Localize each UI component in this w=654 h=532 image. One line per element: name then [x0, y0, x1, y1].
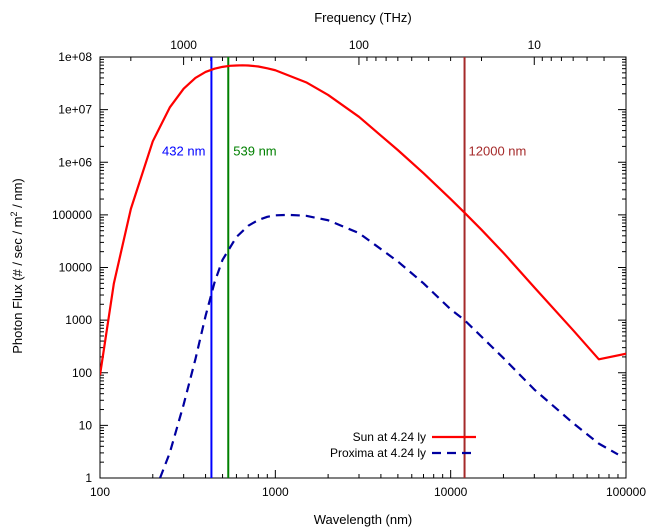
y-tick-label: 100 [72, 366, 92, 380]
vline-label-539: 539 nm [233, 144, 276, 159]
y-axis-title-sup: 2 [9, 211, 19, 216]
x-axis-title: Wavelength (nm) [314, 512, 413, 527]
x2-tick-label: 10 [528, 38, 542, 52]
y-axis-title-post: / nm) [10, 178, 25, 211]
vline-label-12000: 12000 nm [469, 144, 527, 159]
x-tick-label: 100 [90, 485, 110, 499]
y-tick-label: 10 [79, 418, 93, 432]
legend-label-1: Proxima at 4.24 ly [330, 446, 426, 460]
x2-tick-label: 1000 [170, 38, 197, 52]
series-line-1 [159, 213, 619, 478]
x-tick-label: 10000 [434, 485, 468, 499]
legend-label-0: Sun at 4.24 ly [353, 430, 426, 444]
x-tick-label: 1000 [262, 485, 289, 499]
y-tick-label: 1e+06 [58, 155, 92, 169]
y-tick-label: 100000 [52, 208, 92, 222]
vline-label-432: 432 nm [162, 144, 205, 159]
y-tick-label: 1e+07 [58, 103, 92, 117]
x2-axis-title: Frequency (THz) [314, 10, 412, 25]
y-axis-title-pre: Photon Flux (# / sec / m [10, 216, 25, 353]
x2-tick-label: 100 [349, 38, 369, 52]
y-tick-label: 1 [85, 471, 92, 485]
y-tick-label: 1000 [65, 313, 92, 327]
series-line-0 [100, 64, 626, 376]
y-axis-title: Photon Flux (# / sec / m2 / nm) [9, 178, 25, 354]
y-tick-label: 10000 [59, 261, 93, 275]
y-tick-label: 1e+08 [58, 50, 92, 64]
x-tick-label: 100000 [606, 485, 646, 499]
